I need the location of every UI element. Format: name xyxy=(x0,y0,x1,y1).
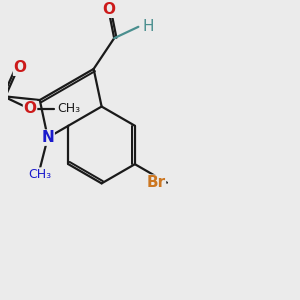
Text: CH₃: CH₃ xyxy=(57,103,80,116)
Text: Br: Br xyxy=(146,175,166,190)
Text: CH₃: CH₃ xyxy=(28,168,52,181)
Text: H: H xyxy=(142,19,154,34)
Text: O: O xyxy=(102,2,115,17)
Text: N: N xyxy=(41,130,54,145)
Text: O: O xyxy=(14,60,27,75)
Text: O: O xyxy=(23,101,37,116)
